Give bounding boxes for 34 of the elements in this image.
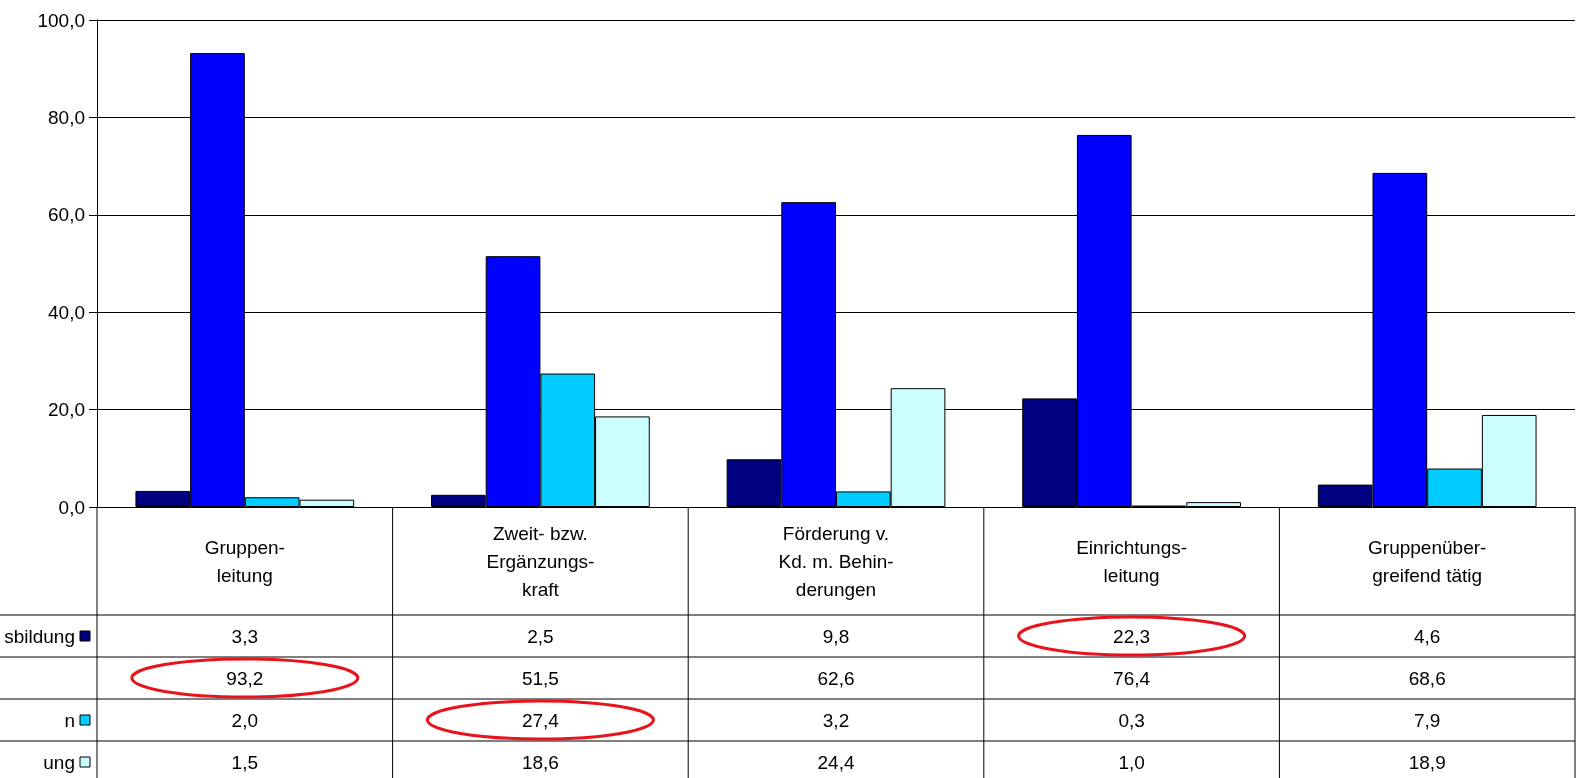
x-tick-label: Zweit- bzw. Ergänzungs- kraft [486, 522, 595, 600]
legend-label: n [64, 709, 75, 731]
y-tick-label: 20,0 [48, 399, 85, 421]
data-label: 93,2 [226, 667, 264, 689]
data-label: 3,3 [231, 625, 259, 647]
y-tick-label: 0,0 [58, 496, 85, 518]
data-label: 1,5 [231, 751, 259, 773]
y-tick-label: 80,0 [48, 106, 85, 128]
x-tick-label: Einrichtungs- leitung [1076, 536, 1188, 586]
data-label: 18,9 [1408, 751, 1446, 773]
data-label: 68,6 [1408, 667, 1446, 689]
x-tick-label: Förderung v. Kd. m. Behin- derungen [778, 522, 894, 600]
y-tick-label: 100,0 [37, 9, 85, 31]
data-label: 4,6 [1413, 625, 1441, 647]
data-label: 51,5 [521, 667, 559, 689]
data-label: 27,4 [521, 709, 560, 731]
y-tick-label: 60,0 [48, 204, 85, 226]
data-label: 22,3 [1113, 625, 1151, 647]
data-label: 7,9 [1413, 709, 1441, 731]
x-tick-label: Gruppen- leitung [204, 536, 285, 586]
x-tick-label: Gruppenüber- greifend tätig [1368, 536, 1487, 586]
data-label: 2,5 [527, 625, 554, 647]
legend-label: sbildung [4, 625, 75, 647]
data-label: 24,4 [817, 751, 855, 773]
data-label: 0,3 [1118, 709, 1145, 731]
data-label: 18,6 [521, 751, 559, 773]
data-label: 1,0 [1118, 751, 1145, 773]
data-label: 62,6 [817, 667, 855, 689]
legend-label: ung [43, 751, 75, 773]
data-label: 9,8 [822, 625, 850, 647]
data-label: 2,0 [231, 709, 259, 731]
data-label: 76,4 [1113, 667, 1151, 689]
data-label: 3,2 [822, 709, 850, 731]
y-tick-label: 40,0 [48, 301, 85, 323]
